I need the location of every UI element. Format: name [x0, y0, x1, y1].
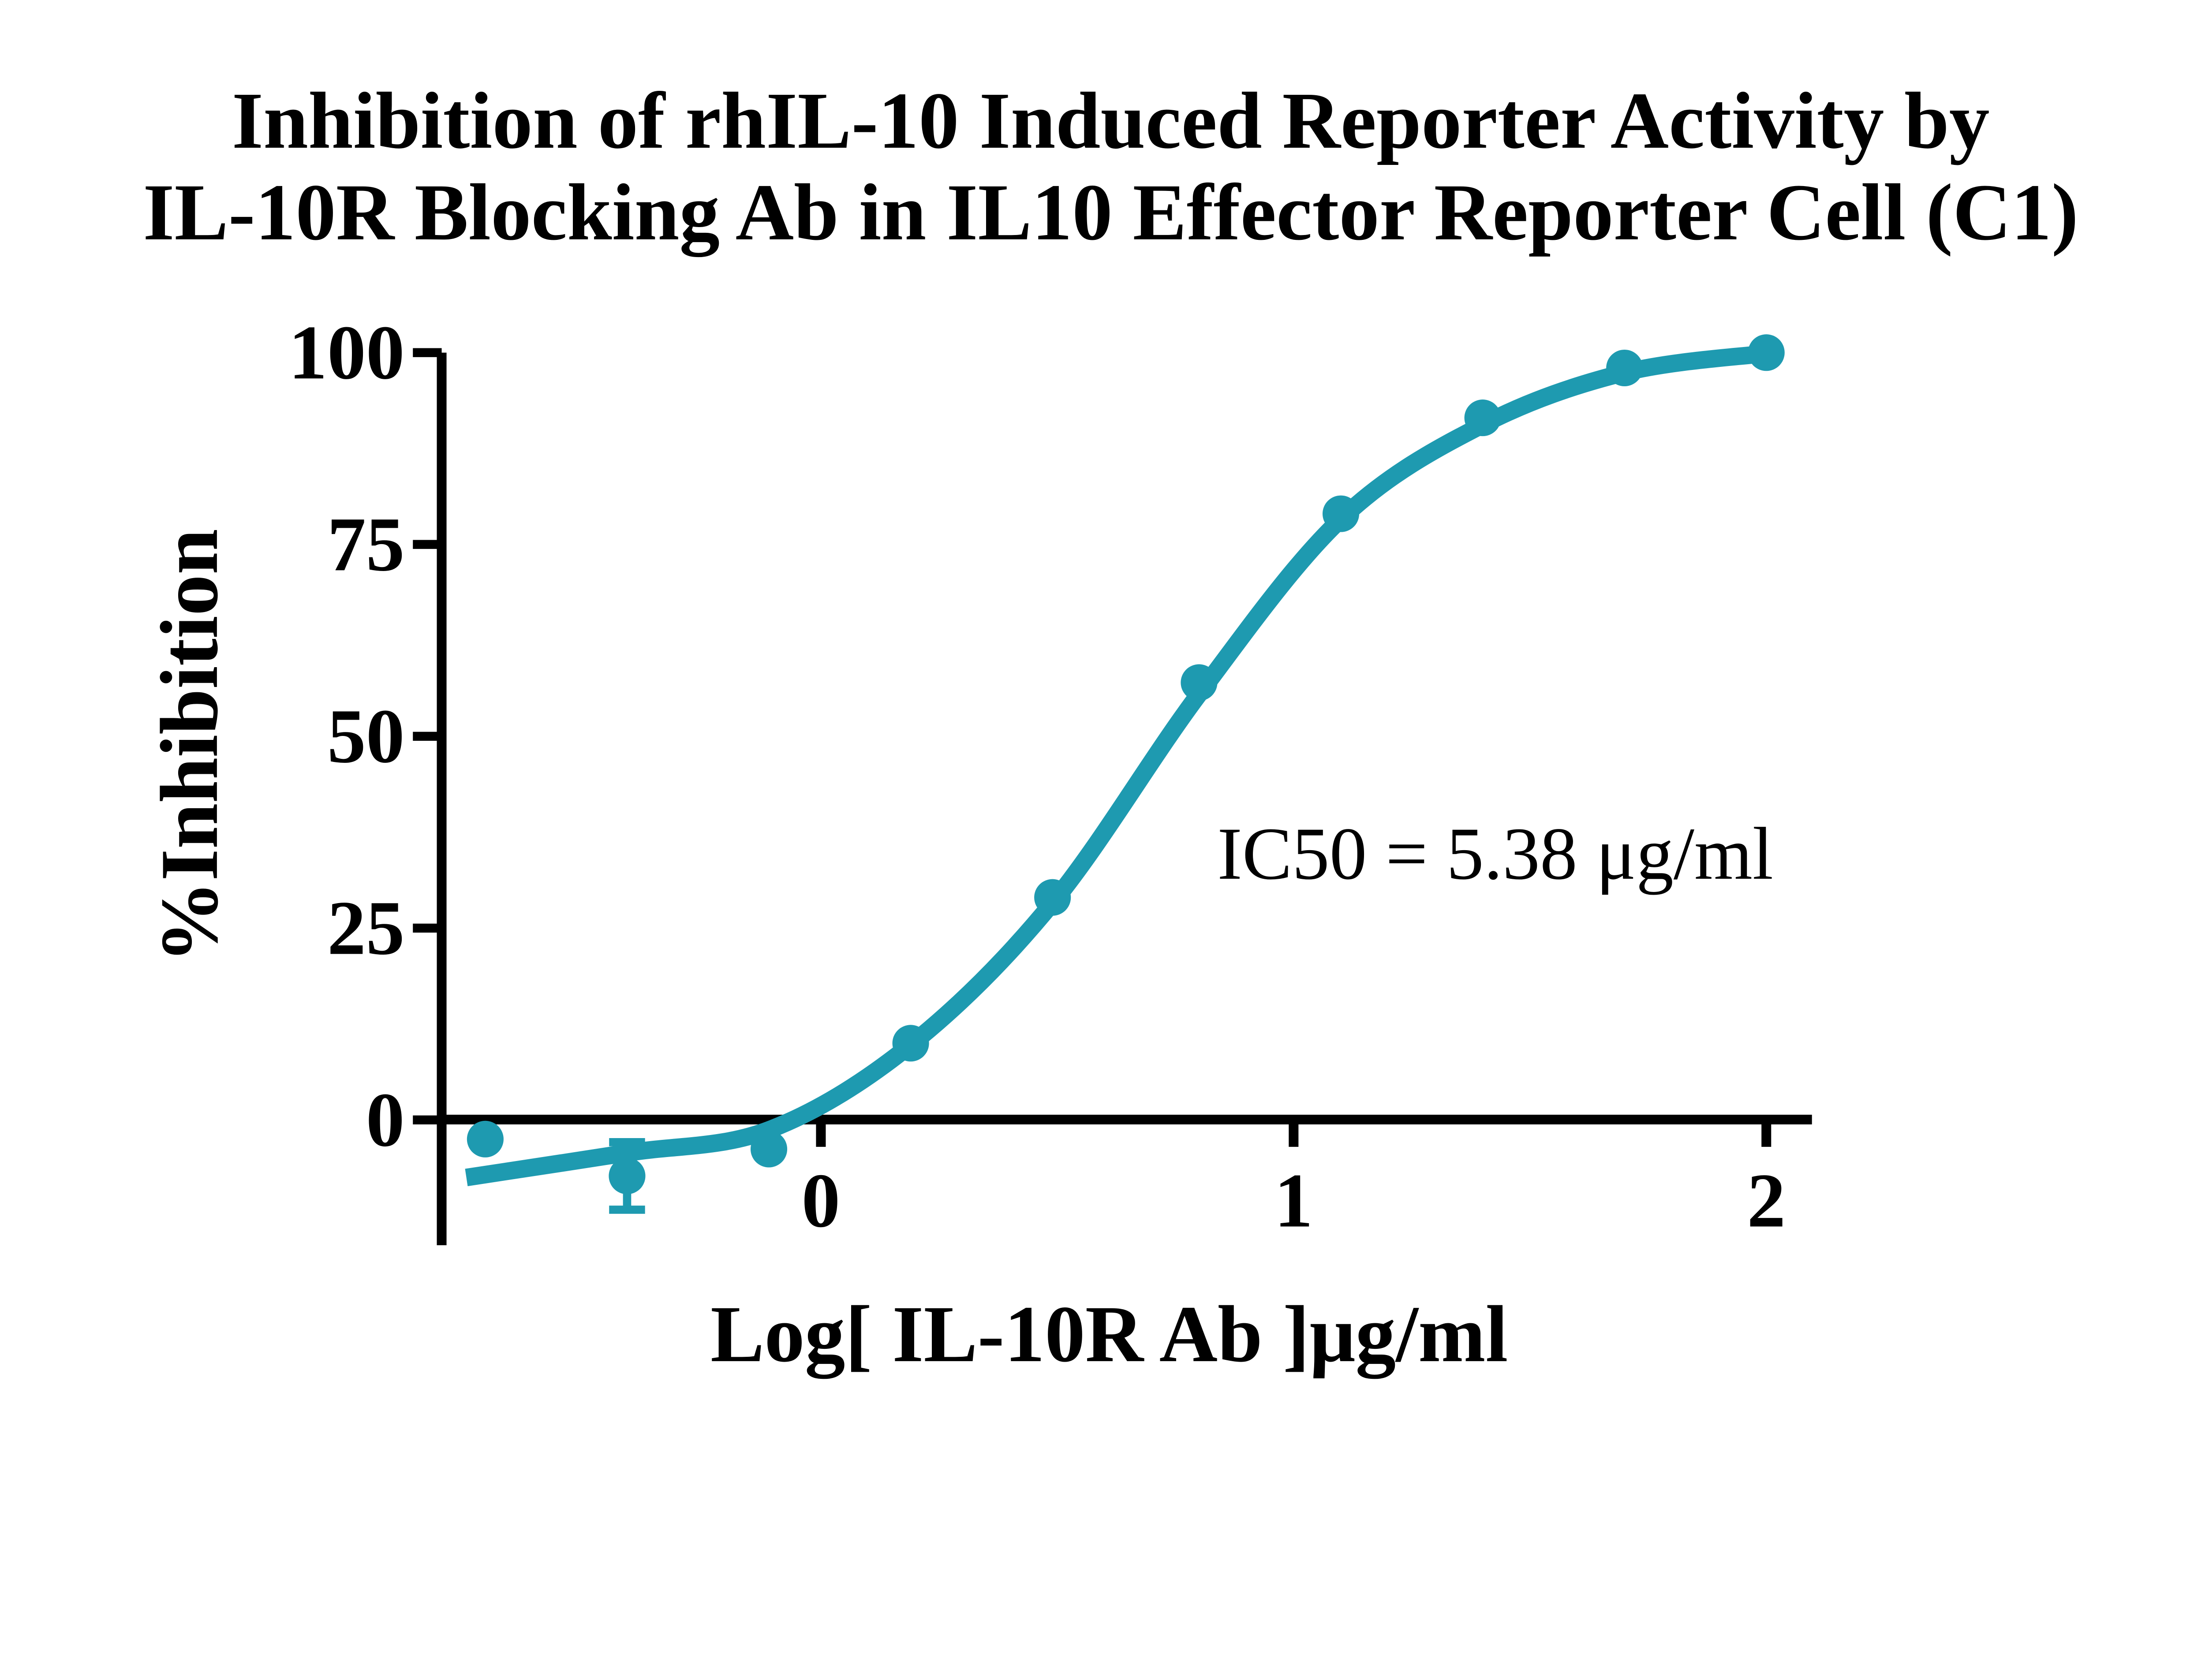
chart-title-line2: IL-10R Blocking Ab in IL10 Effector Repo… — [143, 168, 2078, 257]
y-tick-label-50: 50 — [327, 693, 405, 779]
y-axis-title: %Inhibition — [144, 529, 235, 963]
data-point — [467, 1120, 504, 1157]
x-tick-label-0: 0 — [802, 1158, 841, 1243]
fit-curve — [465, 344, 1768, 1187]
x-tick-label-1: 1 — [1274, 1158, 1313, 1243]
chart-title-line1: Inhibition of rhIL-10 Induced Reporter A… — [232, 76, 1990, 165]
data-point — [1464, 399, 1501, 437]
data-point — [1748, 334, 1785, 371]
dose-response-figure: Inhibition of rhIL-10 Induced Reporter A… — [143, 75, 2079, 1379]
y-tick-label-0: 0 — [366, 1077, 405, 1162]
y-tick-label-25: 25 — [327, 885, 405, 971]
chart-canvas: Inhibition of rhIL-10 Induced Reporter A… — [143, 75, 2079, 1379]
series-layer — [465, 334, 1785, 1214]
x-tick-label-2: 2 — [1747, 1158, 1786, 1243]
data-point — [609, 1157, 646, 1195]
x-axis-title: Log[ IL-10R Ab ]μg/ml — [710, 1289, 1508, 1379]
y-tick-label-75: 75 — [327, 501, 405, 587]
data-point — [1034, 879, 1071, 916]
data-point — [1181, 664, 1218, 701]
ic50-annotation: IC50 = 5.38 μg/ml — [1217, 812, 1773, 895]
y-tick-label-100: 100 — [288, 310, 404, 395]
data-point — [1606, 349, 1643, 387]
data-point — [892, 1025, 929, 1062]
data-point — [1322, 495, 1360, 532]
data-point — [750, 1131, 788, 1168]
